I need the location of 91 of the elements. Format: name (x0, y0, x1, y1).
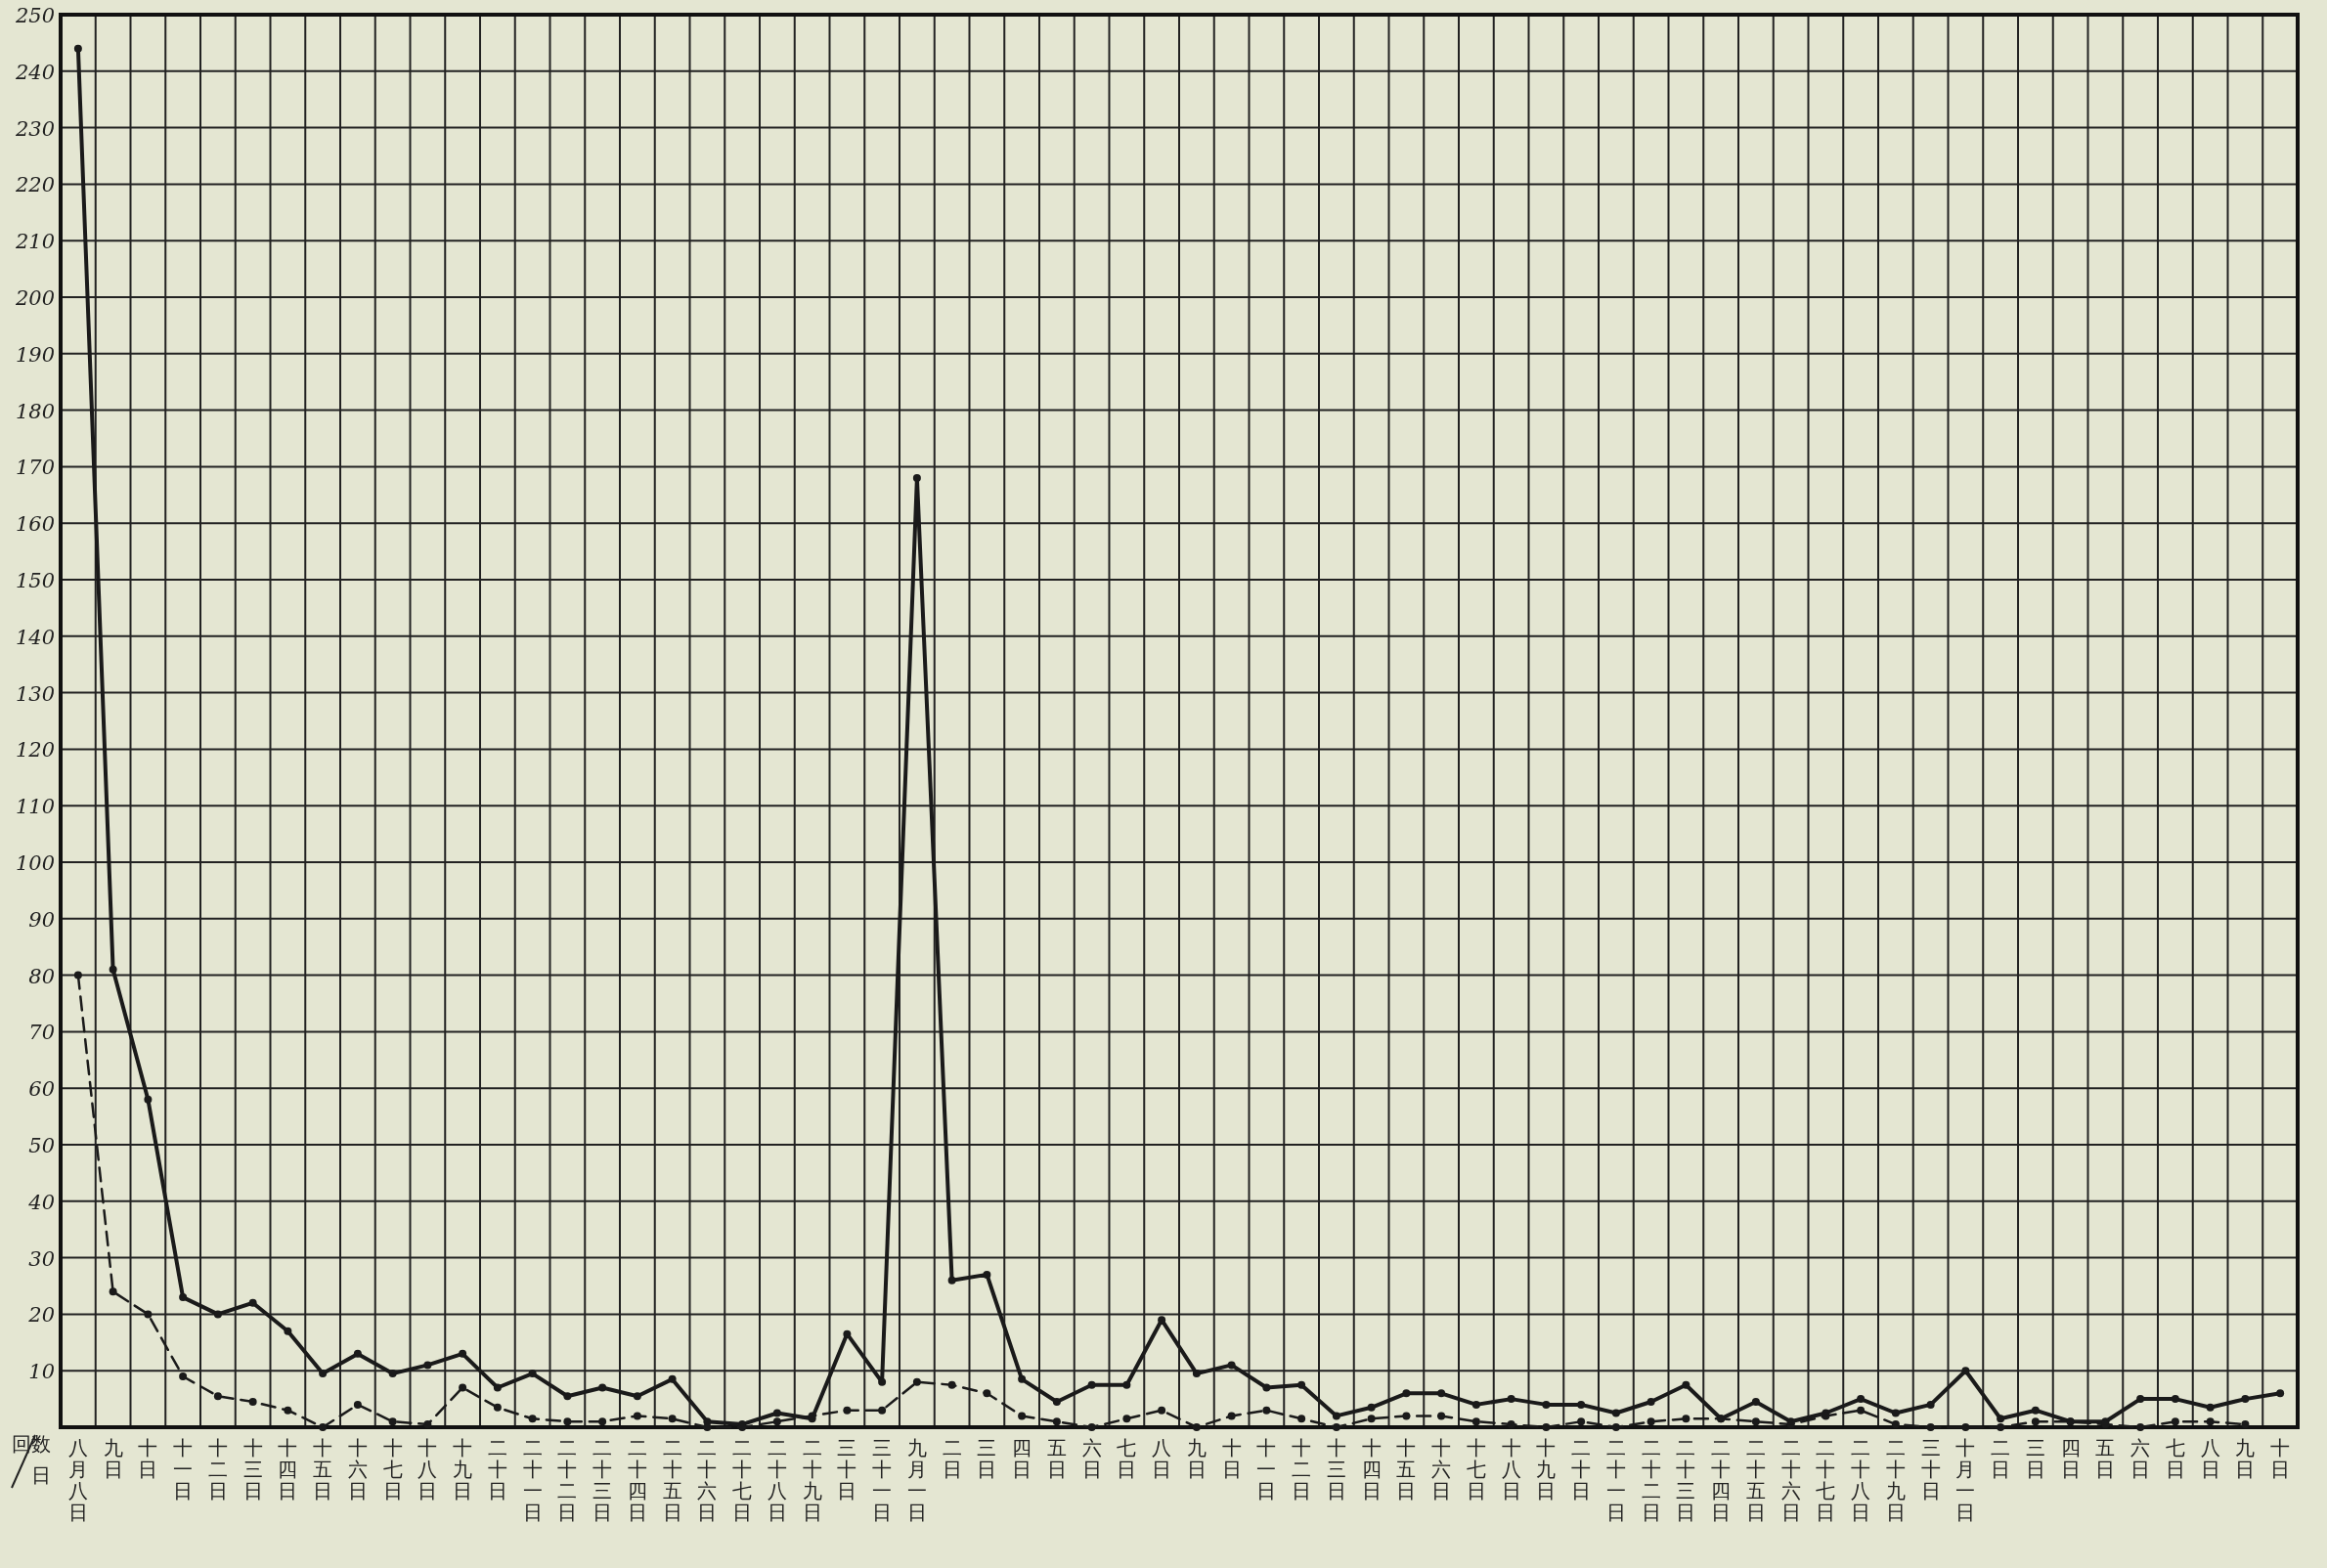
x-tick-label: 十月一日 (1955, 1436, 1976, 1524)
x-tick-label: 十四日 (278, 1436, 298, 1503)
x-tick-label: 二十二日 (1641, 1436, 1661, 1524)
y-tick-label: 160 (15, 512, 55, 537)
x-tick-label: 五日 (2095, 1436, 2116, 1481)
x-tick-label: 二十二日 (557, 1436, 578, 1524)
x-tick-label: 九日 (2235, 1436, 2256, 1481)
y-tick-label: 110 (15, 795, 55, 819)
x-tick-label: 十一日 (173, 1436, 194, 1503)
x-tick-label: 二十日 (487, 1436, 507, 1503)
y-tick-label: 50 (28, 1134, 55, 1157)
x-tick-label: 十日 (1221, 1436, 1242, 1481)
x-tick-label: 三十日 (837, 1436, 857, 1503)
y-tick-label: 240 (14, 60, 55, 84)
x-tick-label: 二十七日 (732, 1436, 753, 1524)
x-tick-label: 二十七日 (1816, 1436, 1836, 1524)
x-tick-label: 三日 (2025, 1436, 2045, 1481)
x-tick-label: 六日 (2130, 1436, 2151, 1481)
y-tick-label: 230 (14, 116, 55, 141)
x-tick-label: 八日 (2200, 1436, 2220, 1481)
x-tick-label: 二十三日 (1676, 1436, 1696, 1524)
y-tick-label: 90 (28, 907, 55, 932)
x-tick-label: 二十九日 (1885, 1436, 1906, 1524)
y-tick-label: 170 (15, 456, 55, 480)
x-tick-label: 十二日 (207, 1436, 228, 1503)
y-tick-label: 140 (15, 625, 55, 649)
x-tick-label: 十九日 (1536, 1436, 1557, 1503)
x-tick-label: 四日 (2060, 1436, 2081, 1481)
x-tick-label: 十九日 (453, 1436, 473, 1503)
x-tick-label: 六日 (1081, 1436, 1102, 1481)
x-tick-label: 五日 (1046, 1436, 1067, 1481)
y-tick-label: 150 (15, 569, 55, 592)
x-tick-label: 二日 (942, 1436, 962, 1481)
x-tick-label: 二十八日 (1851, 1436, 1871, 1524)
y-tick-label: 120 (15, 738, 55, 762)
x-tick-label: 二十六日 (1780, 1436, 1801, 1524)
x-tick-label: 二十三日 (593, 1436, 613, 1524)
x-tick-label: 十一日 (1256, 1436, 1277, 1503)
x-tick-label: 四日 (1012, 1436, 1032, 1481)
x-tick-label: 九月一日 (906, 1436, 927, 1524)
x-tick-label: 十八日 (417, 1436, 438, 1503)
x-tick-label: 二十日 (1571, 1436, 1592, 1503)
x-tick-label: 二十五日 (1745, 1436, 1766, 1524)
x-tick-label: 十日 (138, 1436, 158, 1481)
x-tick-label: 十三日 (1326, 1436, 1346, 1503)
x-tick-label: 十二日 (1292, 1436, 1312, 1503)
y-tick-label: 60 (28, 1077, 55, 1102)
x-tick-label: 二十四日 (1711, 1436, 1732, 1524)
y-tick-label: 80 (28, 964, 55, 988)
x-tick-label: 十七日 (382, 1436, 403, 1503)
x-tick-label: 二十五日 (662, 1436, 682, 1524)
x-tick-label: 十五日 (1396, 1436, 1417, 1503)
y-tick-label: 30 (28, 1246, 55, 1271)
x-tick-label: 九日 (1186, 1436, 1207, 1481)
x-tick-label: 十六日 (347, 1436, 368, 1503)
y-tick-label: 180 (15, 399, 55, 423)
x-tick-label: 十六日 (1431, 1436, 1452, 1503)
x-tick-label: 十八日 (1501, 1436, 1521, 1503)
y-tick-label: 210 (14, 230, 55, 254)
y-tick-label: 20 (27, 1303, 55, 1328)
x-tick-label: 二十六日 (697, 1436, 718, 1524)
x-tick-label: 十日 (2270, 1436, 2291, 1481)
x-tick-label: 二十一日 (522, 1436, 543, 1524)
x-tick-label: 二十八日 (767, 1436, 787, 1524)
y-tick-label: 220 (14, 173, 55, 197)
x-tick-label: 二日 (1991, 1436, 2011, 1481)
x-tick-label: 二十九日 (802, 1436, 822, 1524)
x-tick-label: 三十一日 (872, 1436, 893, 1524)
x-tick-label: 十三日 (242, 1436, 263, 1503)
x-tick-label: 三十日 (1920, 1436, 1941, 1503)
y-tick-label: 70 (28, 1021, 55, 1045)
x-tick-label: 七日 (1117, 1436, 1137, 1481)
y-tick-label: 100 (15, 851, 55, 875)
y-tick-label: 250 (14, 4, 55, 27)
x-tick-label: 八月八日 (67, 1436, 88, 1524)
x-tick-label: 七日 (2165, 1436, 2185, 1481)
x-tick-label: 二十一日 (1605, 1436, 1626, 1524)
y-tick-label: 130 (15, 681, 55, 706)
x-tick-label: 二十四日 (627, 1436, 647, 1524)
x-axis-title: 日 (31, 1463, 51, 1487)
x-tick-label: 十五日 (313, 1436, 333, 1503)
x-tick-label: 八日 (1152, 1436, 1172, 1481)
y-tick-label: 10 (28, 1360, 55, 1384)
y-tick-label: 200 (14, 286, 55, 310)
x-tick-label: 十四日 (1361, 1436, 1382, 1503)
y-tick-label: 190 (15, 342, 55, 367)
x-tick-label: 十七日 (1466, 1436, 1486, 1503)
y-tick-label: 40 (27, 1190, 55, 1214)
x-tick-label: 三日 (977, 1436, 997, 1481)
x-tick-label: 九日 (103, 1436, 123, 1481)
y-axis-title: 回数 (12, 1432, 51, 1456)
